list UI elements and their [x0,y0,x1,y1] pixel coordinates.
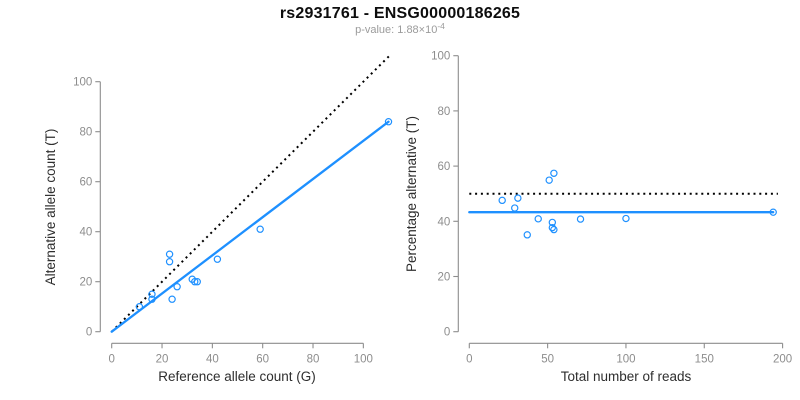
y-tick-label: 0 [444,327,450,339]
x-tick-label: 40 [206,353,219,365]
y-tick-label: 60 [80,177,93,189]
x-tick-label: 60 [256,353,269,365]
left-scatter-plot: 0 20 40 60 80 100 0 20 40 60 80 100 [73,54,393,365]
data-point [165,258,174,266]
data-point [548,223,557,232]
fit-line [110,120,390,333]
data-point [622,214,630,223]
identity-line [110,54,391,333]
y-tick-label: 100 [73,77,92,89]
x-tick-label: 100 [354,353,373,365]
data-point [523,231,531,239]
x-tick-label: 50 [541,353,554,365]
right-x-axis-title: Total number of reads [561,369,692,384]
data-point [193,278,201,286]
x-tick-label: 80 [307,353,320,365]
data-point [511,204,519,212]
y-tick-label: 0 [86,327,92,339]
pvalue-text: p-value: 1.88×10 [355,24,438,36]
data-point [191,278,199,286]
data-point [256,225,264,233]
y-tick-label: 80 [80,127,93,139]
data-point [534,215,542,223]
left-x-axis-title: Reference allele count (G) [158,369,316,384]
x-tick-label: 100 [616,353,635,365]
data-point [135,303,144,311]
data-point [168,295,176,303]
data-point [545,176,553,184]
pvalue-exponent: -4 [437,21,445,31]
y-tick-label: 20 [438,272,451,284]
data-point [550,225,558,234]
figure-subtitle-pvalue: p-value: 1.88×10-4 [0,21,800,36]
x-tick-label: 200 [773,353,792,365]
data-point [498,196,506,205]
x-tick-label: 0 [466,353,472,365]
x-tick-label: 150 [695,353,714,365]
left-y-axis-title: Alternative allele count (T) [43,129,58,286]
y-tick-label: 100 [431,51,450,63]
data-point [514,194,522,202]
x-tick-label: 20 [156,353,169,365]
right-scatter-plot: 0 20 40 60 80 100 0 50 100 150 200 [431,51,792,366]
x-tick-label: 0 [108,353,114,365]
data-point [165,250,174,258]
data-point [148,295,156,303]
data-point [148,290,156,298]
data-point [384,117,393,126]
y-tick-label: 40 [80,227,93,239]
figure-title: rs2931761 - ENSG00000186265 [279,5,521,22]
right-y-axis-title: Percentage alternative (T) [404,116,419,272]
data-point [173,283,181,291]
data-point [548,218,557,227]
y-tick-label: 20 [80,277,93,289]
data-point [213,255,222,263]
data-point [550,169,558,177]
y-tick-label: 80 [438,106,451,118]
data-point [769,208,777,216]
y-tick-label: 40 [438,216,451,228]
y-tick-label: 60 [438,161,451,173]
data-point [576,215,585,223]
